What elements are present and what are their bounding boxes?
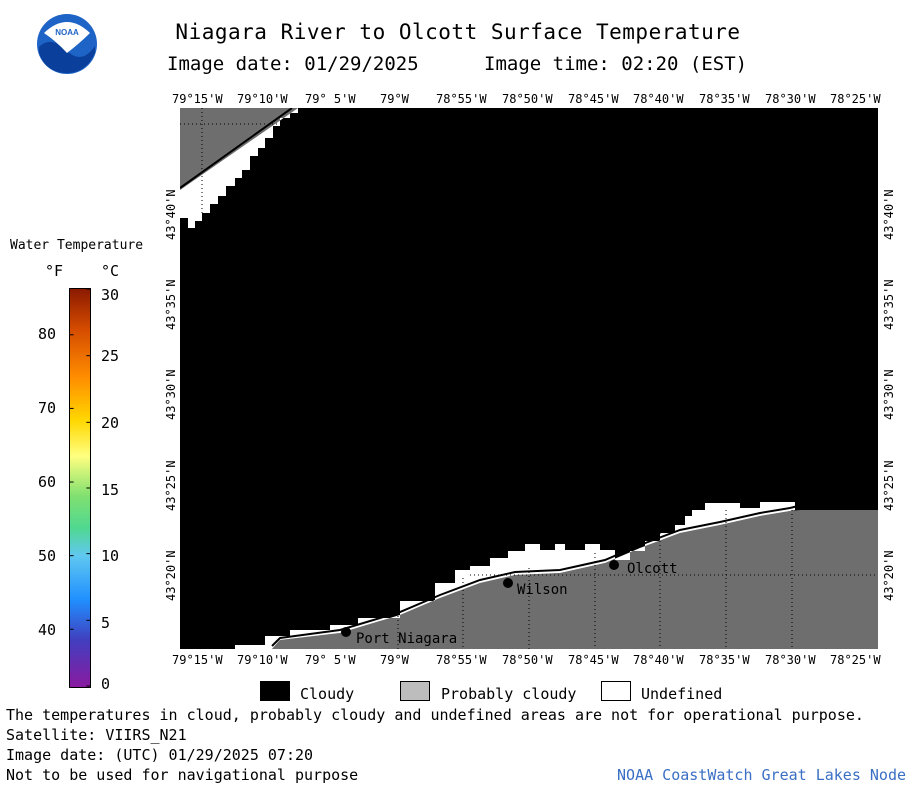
- lon-label: 78°45'W: [568, 92, 619, 106]
- lon-label: 79°W: [380, 653, 409, 667]
- lon-label: 79°10'W: [237, 92, 288, 106]
- undefined-swatch: [601, 681, 631, 701]
- wilson-label: Wilson: [517, 582, 568, 598]
- port-niagara-label: Port Niagara: [356, 631, 457, 647]
- c-tick: 15: [101, 481, 120, 499]
- c-tick: 30: [101, 286, 120, 304]
- lon-label: 79° 5'W: [305, 653, 356, 667]
- lat-label: 43°40'N: [882, 189, 896, 240]
- lon-label: 79°10'W: [237, 653, 288, 667]
- lon-label: 78°30'W: [765, 92, 816, 106]
- lon-label: 78°35'W: [699, 653, 750, 667]
- lon-label: 78°25'W: [830, 92, 881, 106]
- page-title: Niagara River to Olcott Surface Temperat…: [175, 20, 741, 44]
- c-tick: 10: [101, 547, 120, 565]
- olcott-marker: [609, 560, 619, 570]
- c-tick: 25: [101, 347, 120, 365]
- image-time: Image time: 02:20 (EST): [484, 53, 748, 75]
- probably-cloudy-swatch: [400, 681, 430, 701]
- lon-label: 79°15'W: [172, 92, 223, 106]
- lon-label: 79°15'W: [172, 653, 223, 667]
- lat-label: 43°20'N: [882, 550, 896, 601]
- lat-label: 43°30'N: [882, 369, 896, 420]
- temperature-map: Port Niagara Wilson Olcott: [180, 108, 878, 649]
- f-tick: 70: [38, 399, 57, 417]
- credit-link[interactable]: NOAA CoastWatch Great Lakes Node: [617, 766, 906, 784]
- unit-fahrenheit: °F: [45, 262, 64, 280]
- lon-label: 78°40'W: [633, 92, 684, 106]
- legend-title: Water Temperature: [10, 238, 144, 253]
- cloudy-swatch: [260, 681, 290, 701]
- utc-date: Image date: (UTC) 01/29/2025 07:20: [6, 746, 314, 764]
- disclaimer: The temperatures in cloud, probably clou…: [6, 706, 864, 724]
- undefined-label: Undefined: [641, 685, 723, 703]
- f-tick: 60: [38, 473, 57, 491]
- nav-warning: Not to be used for navigational purpose: [6, 766, 359, 784]
- lon-label: 79° 5'W: [305, 92, 356, 106]
- lon-label: 78°40'W: [633, 653, 684, 667]
- satellite: Satellite: VIIRS_N21: [6, 726, 187, 744]
- lat-label: 43°40'N: [164, 189, 178, 240]
- olcott-label: Olcott: [627, 561, 678, 577]
- image-date: Image date: 01/29/2025: [167, 53, 419, 75]
- wilson-marker: [503, 578, 513, 588]
- cloudy-label: Cloudy: [300, 685, 355, 703]
- unit-celsius: °C: [101, 262, 120, 280]
- lat-label: 43°20'N: [164, 550, 178, 601]
- graticule: [397, 510, 878, 649]
- lon-label: 78°50'W: [502, 653, 553, 667]
- lon-label: 78°25'W: [830, 653, 881, 667]
- noaa-logo-text: NOAA: [55, 28, 79, 37]
- undefined-shore-nw: [180, 108, 298, 228]
- lon-label: 78°30'W: [765, 653, 816, 667]
- lat-label: 43°25'N: [164, 460, 178, 511]
- c-tick: 5: [101, 614, 111, 632]
- lon-label: 78°55'W: [436, 92, 487, 106]
- lat-label: 43°30'N: [164, 369, 178, 420]
- f-tick: 40: [38, 621, 57, 639]
- probably-cloudy-label: Probably cloudy: [441, 685, 577, 703]
- port-niagara-marker: [341, 627, 351, 637]
- lon-label: 78°45'W: [568, 653, 619, 667]
- noaa-logo: NOAA: [37, 14, 97, 74]
- lat-label: 43°35'N: [164, 279, 178, 330]
- lat-label: 43°25'N: [882, 460, 896, 511]
- lon-label: 78°50'W: [502, 92, 553, 106]
- c-tick: 20: [101, 414, 120, 432]
- f-tick: 80: [38, 325, 57, 343]
- lon-label: 78°55'W: [436, 653, 487, 667]
- f-tick: 50: [38, 547, 57, 565]
- temperature-colorbar: [69, 288, 91, 688]
- lon-label: 79°W: [380, 92, 409, 106]
- lon-label: 78°35'W: [699, 92, 750, 106]
- c-tick: 0: [101, 675, 111, 693]
- lat-label: 43°35'N: [882, 279, 896, 330]
